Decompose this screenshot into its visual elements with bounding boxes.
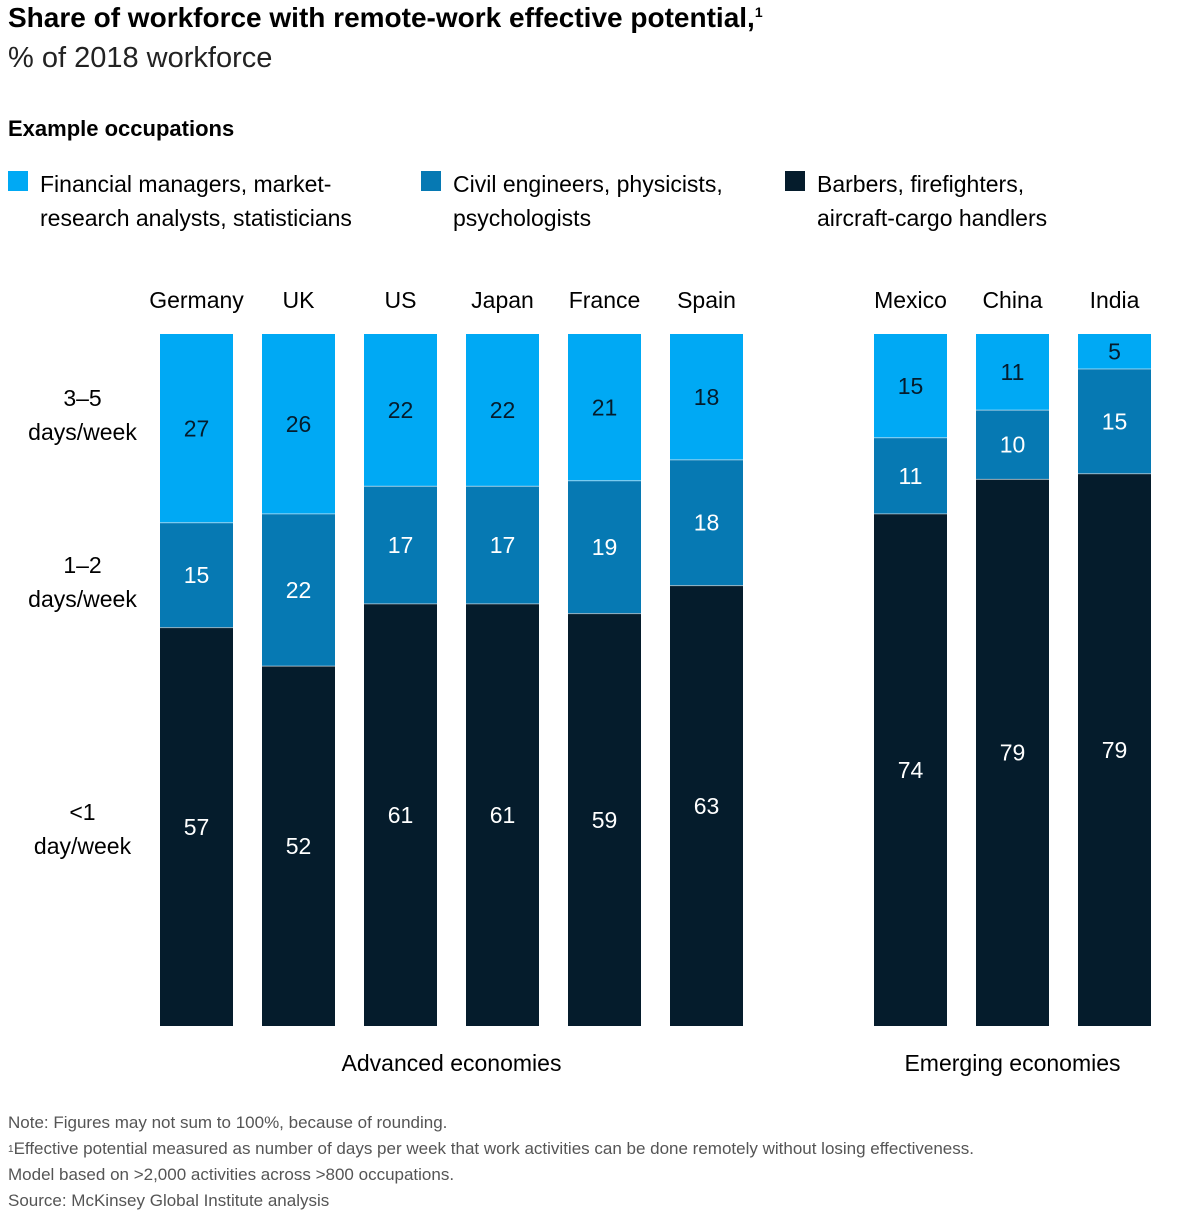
data-label-germany-3-5-days-week: 27: [184, 415, 210, 441]
bar-segment-spain-1-2-days-week: [670, 459, 743, 586]
data-label-japan-1-2-days-week: 17: [490, 532, 516, 558]
bar-segment-uk-1-day-week: [262, 666, 335, 1026]
legend-swatch-barbers: [785, 171, 805, 191]
data-label-france-1-2-days-week: 19: [592, 534, 618, 560]
bar-segment-spain-1-day-week: [670, 585, 743, 1026]
bar-segment-france-3-5-days-week: [568, 334, 641, 481]
bar-segment-france-1-2-days-week: [568, 480, 641, 614]
data-label-spain-1-day-week: 63: [694, 793, 720, 819]
bar-segment-japan-1-2-days-week: [466, 486, 539, 604]
legend-item-financial: Financial managers, market- research ana…: [8, 167, 352, 235]
footnotes: Note: Figures may not sum to 100%, becau…: [8, 1110, 974, 1214]
legend-label-financial: Financial managers, market- research ana…: [40, 171, 352, 231]
bar-segment-india-3-5-days-week: [1078, 334, 1151, 369]
data-label-china-3-5-days-week: 11: [1001, 359, 1025, 385]
category-label-germany: Germany: [149, 287, 244, 313]
data-label-germany-1-2-days-week: 15: [184, 562, 210, 588]
data-label-japan-1-day-week: 61: [490, 802, 516, 828]
stacked-bar-chart: Germany 27 15 57 UK 26 22 52 US 22 17 61 Japan 22 17 61…: [149, 287, 1151, 1076]
bar-segment-germany-1-2-days-week: [160, 522, 233, 628]
data-label-uk-3-5-days-week: 26: [286, 411, 312, 437]
bar-segment-china-1-day-week: [976, 479, 1049, 1026]
data-label-us-1-2-days-week: 17: [388, 532, 414, 558]
data-label-mexico-1-2-days-week: 11: [899, 463, 923, 489]
category-label-mexico: Mexico: [874, 287, 947, 313]
data-label-china-1-2-days-week: 10: [1000, 432, 1026, 458]
data-label-mexico-1-day-week: 74: [898, 757, 924, 783]
legend-heading: Example occupations: [8, 116, 235, 141]
bar-segment-japan-1-day-week: [466, 603, 539, 1026]
source-line: Source: McKinsey Global Institute analys…: [8, 1191, 330, 1210]
bar-segment-mexico-3-5-days-week: [874, 334, 947, 438]
data-label-france-1-day-week: 59: [592, 807, 618, 833]
bar-segment-japan-3-5-days-week: [466, 334, 539, 487]
legend-swatch-engineers: [421, 171, 441, 191]
footnote-1-text: Effective potential measured as number o…: [13, 1139, 974, 1158]
data-label-spain-1-2-days-week: 18: [694, 510, 720, 536]
data-label-uk-1-2-days-week: 22: [286, 577, 312, 603]
legend-item-barbers: Barbers, firefighters, aircraft-cargo ha…: [785, 167, 1047, 235]
category-label-uk: UK: [283, 287, 316, 313]
title-footnote-mark: 1: [754, 4, 763, 20]
data-label-us-1-day-week: 61: [388, 802, 414, 828]
bar-segment-uk-3-5-days-week: [262, 334, 335, 514]
data-label-india-3-5-days-week: 5: [1108, 338, 1121, 364]
bar-segment-india-1-2-days-week: [1078, 368, 1151, 474]
row-label-3-5-days: 3–5 days/week: [28, 385, 137, 445]
category-label-japan: Japan: [471, 287, 534, 313]
bar-segment-us-1-2-days-week: [364, 486, 437, 604]
legend-item-engineers: Civil engineers, physicists, psychologis…: [421, 167, 723, 235]
row-label-1-2-days: 1–2 days/week: [28, 552, 137, 612]
category-label-spain: Spain: [677, 287, 736, 313]
bar-segment-uk-1-2-days-week: [262, 513, 335, 667]
data-label-spain-3-5-days-week: 18: [694, 384, 720, 410]
group-label-emerging-economies: Emerging economies: [904, 1050, 1120, 1076]
bar-segment-mexico-1-day-week: [874, 513, 947, 1026]
footnote-1: 1Effective potential measured as number …: [8, 1136, 974, 1162]
bar-segment-india-1-day-week: [1078, 473, 1151, 1026]
legend-label-engineers: Civil engineers, physicists, psychologis…: [453, 171, 723, 231]
data-label-japan-3-5-days-week: 22: [490, 397, 516, 423]
bar-segment-china-1-2-days-week: [976, 410, 1049, 480]
footnote-model: Model based on >2,000 activities across …: [8, 1165, 455, 1184]
data-label-india-1-day-week: 79: [1102, 737, 1128, 763]
chart-title: Share of workforce with remote-work effe…: [8, 2, 763, 34]
bar-segment-spain-3-5-days-week: [670, 334, 743, 460]
bar-segment-us-3-5-days-week: [364, 334, 437, 487]
data-label-france-3-5-days-week: 21: [592, 394, 618, 420]
chart-subtitle: % of 2018 workforce: [8, 42, 273, 74]
data-label-india-1-2-days-week: 15: [1102, 408, 1128, 434]
legend-label-barbers: Barbers, firefighters, aircraft-cargo ha…: [817, 171, 1048, 231]
data-label-mexico-3-5-days-week: 15: [898, 373, 924, 399]
data-label-us-3-5-days-week: 22: [388, 397, 414, 423]
data-label-germany-1-day-week: 57: [184, 814, 210, 840]
category-label-us: US: [385, 287, 417, 313]
note-rounding: Note: Figures may not sum to 100%, becau…: [8, 1113, 448, 1132]
data-label-china-1-day-week: 79: [1000, 740, 1026, 766]
bar-segment-us-1-day-week: [364, 603, 437, 1026]
category-label-india: India: [1090, 287, 1140, 313]
bar-segment-mexico-1-2-days-week: [874, 437, 947, 514]
chart-title-text: Share of workforce with remote-work effe…: [8, 2, 755, 33]
bar-segment-germany-1-day-week: [160, 627, 233, 1026]
bar-segment-germany-3-5-days-week: [160, 334, 233, 523]
category-label-china: China: [982, 287, 1042, 313]
data-label-uk-1-day-week: 52: [286, 833, 312, 859]
row-label-under-1-day: <1 day/week: [33, 799, 132, 859]
group-label-advanced-economies: Advanced economies: [342, 1050, 562, 1076]
footnote-1-mark: 1: [8, 1144, 14, 1155]
category-label-france: France: [569, 287, 641, 313]
legend-swatch-financial: [8, 171, 28, 191]
bar-segment-france-1-day-week: [568, 613, 641, 1026]
bar-segment-china-3-5-days-week: [976, 334, 1049, 411]
